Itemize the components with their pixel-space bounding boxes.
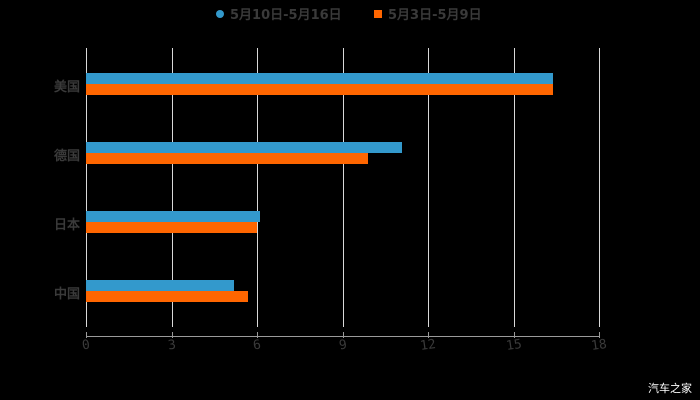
legend-item-series1[interactable]: 5月10日-5月16日 [216, 4, 342, 23]
bar[interactable] [86, 153, 368, 164]
axis-tick [86, 332, 87, 338]
bar[interactable] [86, 211, 260, 222]
gridline [599, 48, 600, 327]
legend: 5月10日-5月16日 5月3日-5月9日 [0, 4, 700, 24]
square-icon [374, 9, 382, 18]
category-label: 德国 [53, 149, 80, 164]
axis-tick [172, 332, 173, 338]
category-label: 美国 [53, 80, 80, 95]
category-label: 中国 [53, 287, 80, 302]
bar[interactable] [86, 222, 257, 233]
legend-label: 5月3日-5月9日 [388, 8, 482, 23]
gridline [257, 48, 258, 327]
x-tick-label: 3 [167, 337, 177, 354]
watermark: 汽车之家 [648, 382, 692, 395]
bar[interactable] [86, 280, 234, 291]
x-tick-label: 9 [338, 337, 348, 354]
x-tick-label: 0 [81, 337, 91, 354]
axis-tick [428, 332, 429, 338]
x-tick-label: 15 [505, 336, 523, 355]
legend-label: 5月10日-5月16日 [230, 8, 342, 23]
axis-tick [599, 332, 600, 338]
axis-tick [257, 332, 258, 338]
x-tick-label: 12 [419, 336, 437, 355]
bar[interactable] [86, 291, 248, 302]
bar[interactable] [86, 84, 553, 95]
x-tick-label: 18 [590, 336, 608, 355]
axis-tick [343, 332, 344, 338]
circle-icon [216, 9, 224, 18]
gridline [172, 48, 173, 327]
bar[interactable] [86, 142, 402, 153]
category-label: 日本 [53, 218, 80, 233]
x-tick-label: 6 [252, 337, 262, 354]
gridline [86, 48, 87, 327]
gridline [514, 48, 515, 327]
gridline [428, 48, 429, 327]
x-axis-line [86, 336, 600, 337]
gridline [343, 48, 344, 327]
legend-item-series2[interactable]: 5月3日-5月9日 [374, 4, 482, 23]
bar[interactable] [86, 73, 553, 84]
axis-tick [514, 332, 515, 338]
